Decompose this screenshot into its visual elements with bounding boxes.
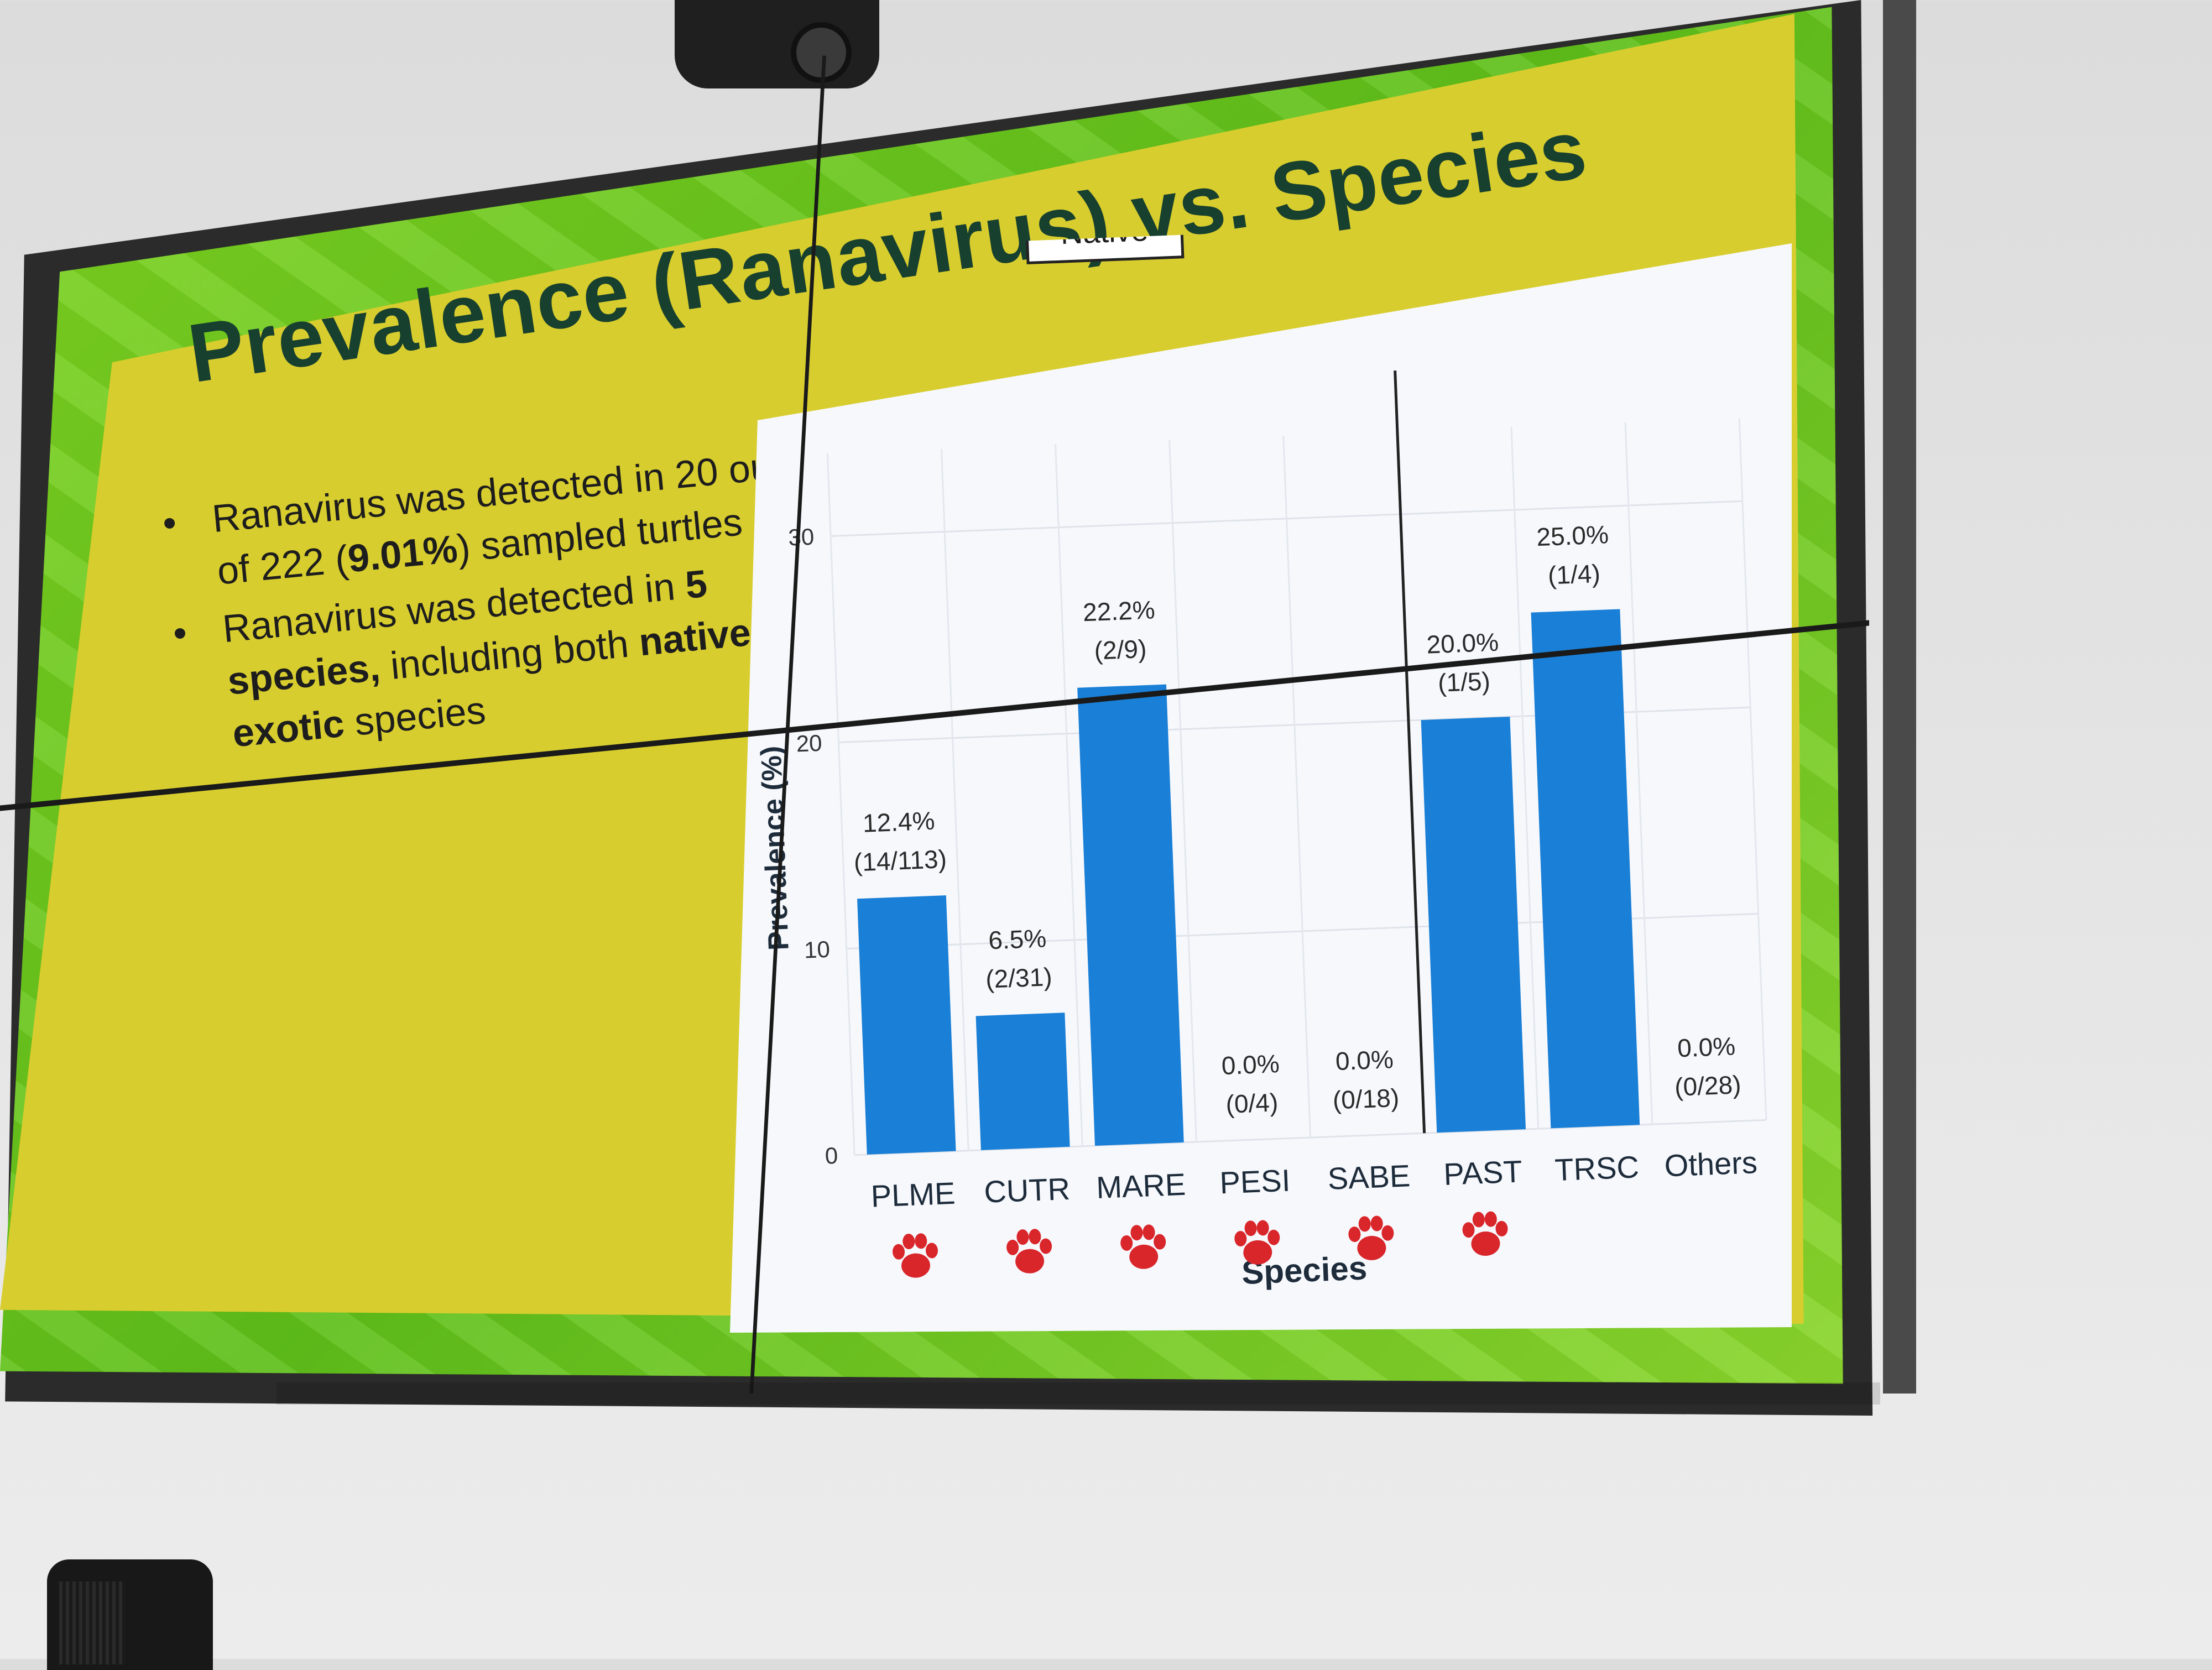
y-tick-label-30: 30 [788,524,815,551]
paw-toe-1 [1472,1212,1485,1228]
chart-labels: 12.4% (14/113) PLME 6.5% (2/31) CUTR 22.2% (2/9… [853,520,1758,1278]
paw-icon-MARE [1120,1224,1166,1269]
paw-toe-2 [915,1233,927,1249]
data-label-TRSC: 25.0% [1536,520,1609,551]
data-label-Others: 0.0% [1677,1031,1736,1062]
bar-PAST [1421,716,1526,1133]
paw-icon-PESI [1234,1220,1280,1265]
paw-icon-PAST [1462,1211,1508,1256]
paw-icon-SABE [1348,1215,1394,1260]
paw-pad [1357,1235,1386,1260]
bar-PLME [857,895,956,1155]
group-divider [1394,370,1426,1134]
paw-toe-0 [1234,1231,1247,1247]
data-label-PLME: 12.4% [862,806,935,838]
paw-toe-0 [1348,1227,1361,1243]
paw-toe-2 [1142,1224,1155,1240]
data-label-CUTR: 6.5% [988,923,1047,954]
count-label-PESI: (0/4) [1225,1088,1279,1119]
paw-toe-3 [1040,1238,1052,1254]
paw-toe-3 [1154,1234,1166,1250]
x-tick-label-TRSC: TRSC [1554,1149,1640,1187]
count-label-CUTR: (2/31) [985,962,1052,994]
paw-toe-2 [1370,1215,1383,1231]
paw-pad [901,1253,931,1278]
grid-line-x-3 [1168,440,1197,1142]
bullet-2-text-c: species [342,688,488,745]
projector [675,0,879,88]
grid-line-x-8 [1738,418,1767,1120]
x-tick-label-PESI: PESI [1219,1163,1291,1201]
x-tick-label-MARE: MARE [1095,1167,1186,1205]
projector-lens [791,22,852,83]
paw-toe-2 [1484,1211,1497,1227]
grid-line-x-0 [826,453,855,1155]
y-tick-label-20: 20 [796,730,822,757]
count-label-SABE: (0/18) [1332,1083,1400,1115]
paw-toe-3 [1267,1229,1280,1245]
bar-CUTR [975,1013,1070,1150]
paw-toe-0 [1462,1222,1475,1238]
paw-toe-3 [1495,1220,1508,1236]
grid-line-x-6 [1510,427,1540,1129]
paw-toe-1 [1130,1225,1143,1241]
paw-toe-1 [1358,1216,1371,1232]
paw-pad [1471,1231,1500,1256]
y-tick-label-10: 10 [804,936,830,963]
x-tick-label-CUTR: CUTR [983,1171,1071,1209]
x-tick-label-SABE: SABE [1327,1158,1411,1196]
grid-line-x-2 [1055,444,1083,1146]
paw-toe-0 [1120,1235,1133,1251]
paw-toe-3 [1381,1225,1394,1241]
count-label-MARE: (2/9) [1094,634,1147,665]
grid-line-x-4 [1282,435,1312,1138]
speaker-grill [59,1582,126,1664]
y-axis-label: Prevalence (%) [755,745,795,951]
paw-toe-3 [925,1243,938,1259]
paw-toe-1 [1244,1220,1257,1236]
paw-icon-PLME [893,1233,938,1278]
data-label-PAST: 20.0% [1426,628,1499,659]
paw-toe-2 [1256,1220,1269,1236]
paw-pad [1243,1240,1272,1265]
bar-TRSC [1531,609,1640,1129]
paw-toe-0 [1006,1239,1019,1255]
data-label-SABE: 0.0% [1335,1045,1394,1076]
count-label-PLME: (14/113) [853,844,947,876]
paw-pad [1015,1249,1045,1274]
bar-MARE [1077,684,1184,1146]
grid-line-x-7 [1624,422,1653,1125]
paw-toe-2 [1029,1229,1041,1245]
screen-shadow [276,1382,1880,1405]
count-label-TRSC: (1/4) [1547,559,1601,590]
speaker [47,1559,213,1670]
paw-toe-0 [893,1244,905,1260]
count-label-PAST: (1/5) [1437,666,1491,697]
paw-toe-1 [1016,1229,1029,1245]
x-tick-label-Others: Others [1664,1145,1758,1183]
chart-bars [857,609,1640,1155]
x-tick-label-PLME: PLME [870,1176,956,1214]
paw-pad [1129,1244,1159,1269]
count-label-Others: (0/28) [1674,1070,1741,1102]
data-label-MARE: 22.2% [1082,595,1155,627]
data-label-PESI: 0.0% [1221,1049,1280,1080]
paw-icon-CUTR [1006,1229,1052,1274]
grid-line-x-1 [940,448,969,1151]
bullet-1-bold: 9.01% [346,527,460,581]
screen-right-edge [1883,0,1916,1394]
paw-toe-1 [902,1234,915,1250]
y-tick-label-0: 0 [825,1142,838,1169]
x-tick-label-PAST: PAST [1443,1154,1522,1191]
